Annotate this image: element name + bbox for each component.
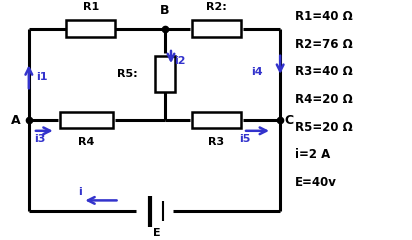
Text: i4: i4 — [251, 67, 263, 77]
Bar — [155, 56, 175, 92]
Text: R1: R1 — [82, 2, 99, 12]
Bar — [66, 20, 115, 37]
Text: R5=20 Ω: R5=20 Ω — [295, 121, 352, 134]
Text: R5:: R5: — [117, 69, 138, 79]
Text: B: B — [160, 4, 170, 17]
Bar — [60, 112, 113, 128]
Text: E: E — [153, 228, 160, 238]
Text: R4: R4 — [78, 137, 95, 147]
Text: R2=76 Ω: R2=76 Ω — [295, 38, 352, 51]
Text: C: C — [284, 114, 293, 126]
Bar — [192, 20, 241, 37]
Bar — [192, 112, 241, 128]
Text: E=40v: E=40v — [295, 176, 337, 189]
Text: i: i — [78, 187, 82, 197]
Text: R2:: R2: — [206, 2, 227, 12]
Text: i3: i3 — [34, 134, 45, 144]
Text: i1: i1 — [36, 72, 48, 82]
Text: i2: i2 — [174, 56, 185, 66]
Text: R3: R3 — [208, 137, 225, 147]
Text: R1=40 Ω: R1=40 Ω — [295, 10, 352, 23]
Text: i5: i5 — [239, 134, 250, 144]
Text: R4=20 Ω: R4=20 Ω — [295, 93, 352, 106]
Text: A: A — [11, 114, 21, 126]
Text: i=2 A: i=2 A — [295, 148, 330, 161]
Text: R3=40 Ω: R3=40 Ω — [295, 66, 352, 78]
